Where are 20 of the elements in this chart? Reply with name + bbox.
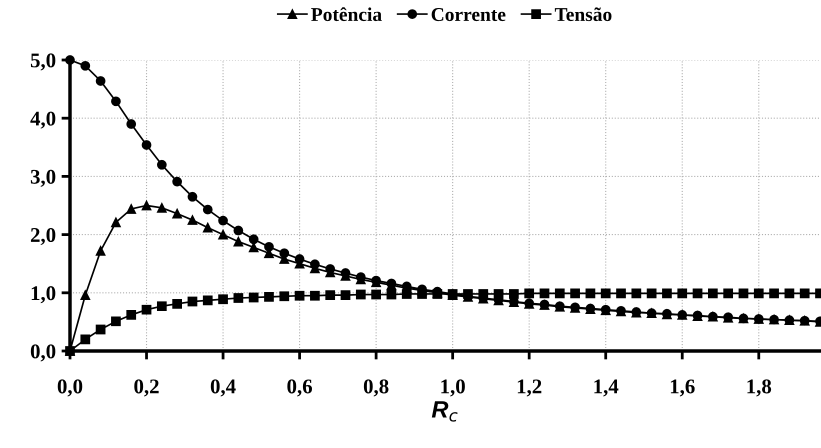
y-tick-label: 0,0 <box>30 344 56 362</box>
x-tick-label: 1,6 <box>670 379 695 396</box>
y-tick-label: 5,0 <box>30 53 56 70</box>
x-tick-label: 0,4 <box>210 379 236 396</box>
x-tick-label: 0,2 <box>134 379 159 396</box>
x-tick-label: 0,0 <box>58 379 82 396</box>
y-tick-label: 3,0 <box>30 170 56 187</box>
y-tick-label: 4,0 <box>30 112 56 129</box>
y-tick-label: 2,0 <box>30 228 56 246</box>
x-tick-label: 0,6 <box>287 379 312 396</box>
y-tick-label: 1,0 <box>32 286 56 304</box>
x-tick-label: 0,8 <box>364 379 388 396</box>
legend-label: Potência <box>311 7 382 22</box>
x-tick-label: 1,8 <box>747 379 772 396</box>
legend-label: Tensão <box>554 7 612 22</box>
x-axis-title: R$_{c}$ <box>432 401 458 422</box>
x-tick-label: 1,2 <box>518 379 542 396</box>
x-tick-label: 1,4 <box>594 379 618 396</box>
x-tick-label: 1,0 <box>441 379 465 396</box>
legend-label: Corrente <box>432 8 506 22</box>
